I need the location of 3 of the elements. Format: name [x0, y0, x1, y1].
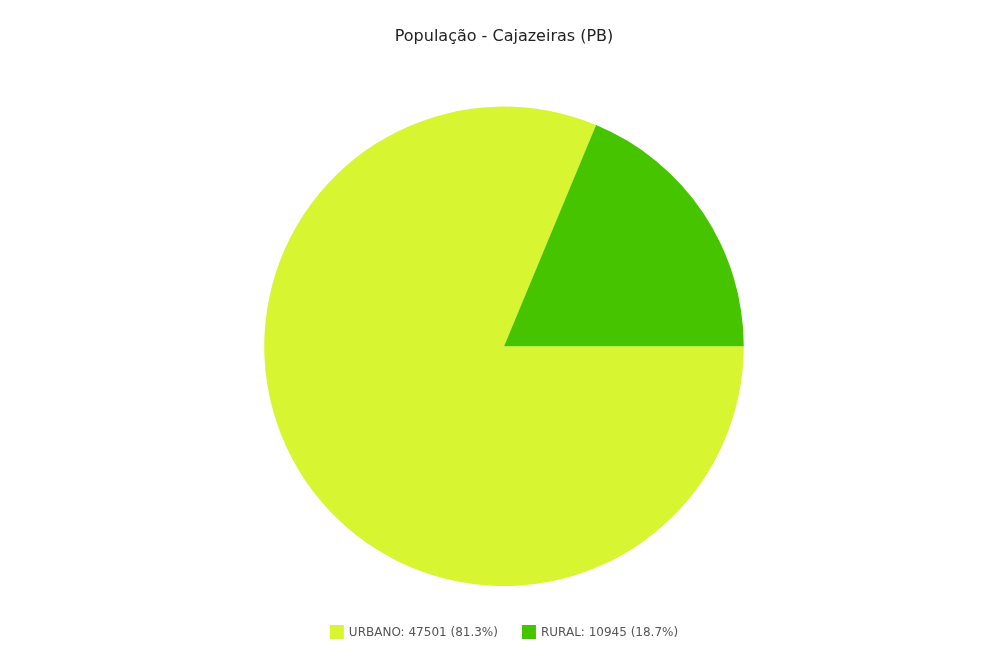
legend-label: URBANO: 47501 (81.3%)	[348, 625, 498, 639]
chart-title: População - Cajazeiras (PB)	[394, 25, 614, 45]
legend-label: RURAL: 10945 (18.7%)	[540, 625, 679, 639]
